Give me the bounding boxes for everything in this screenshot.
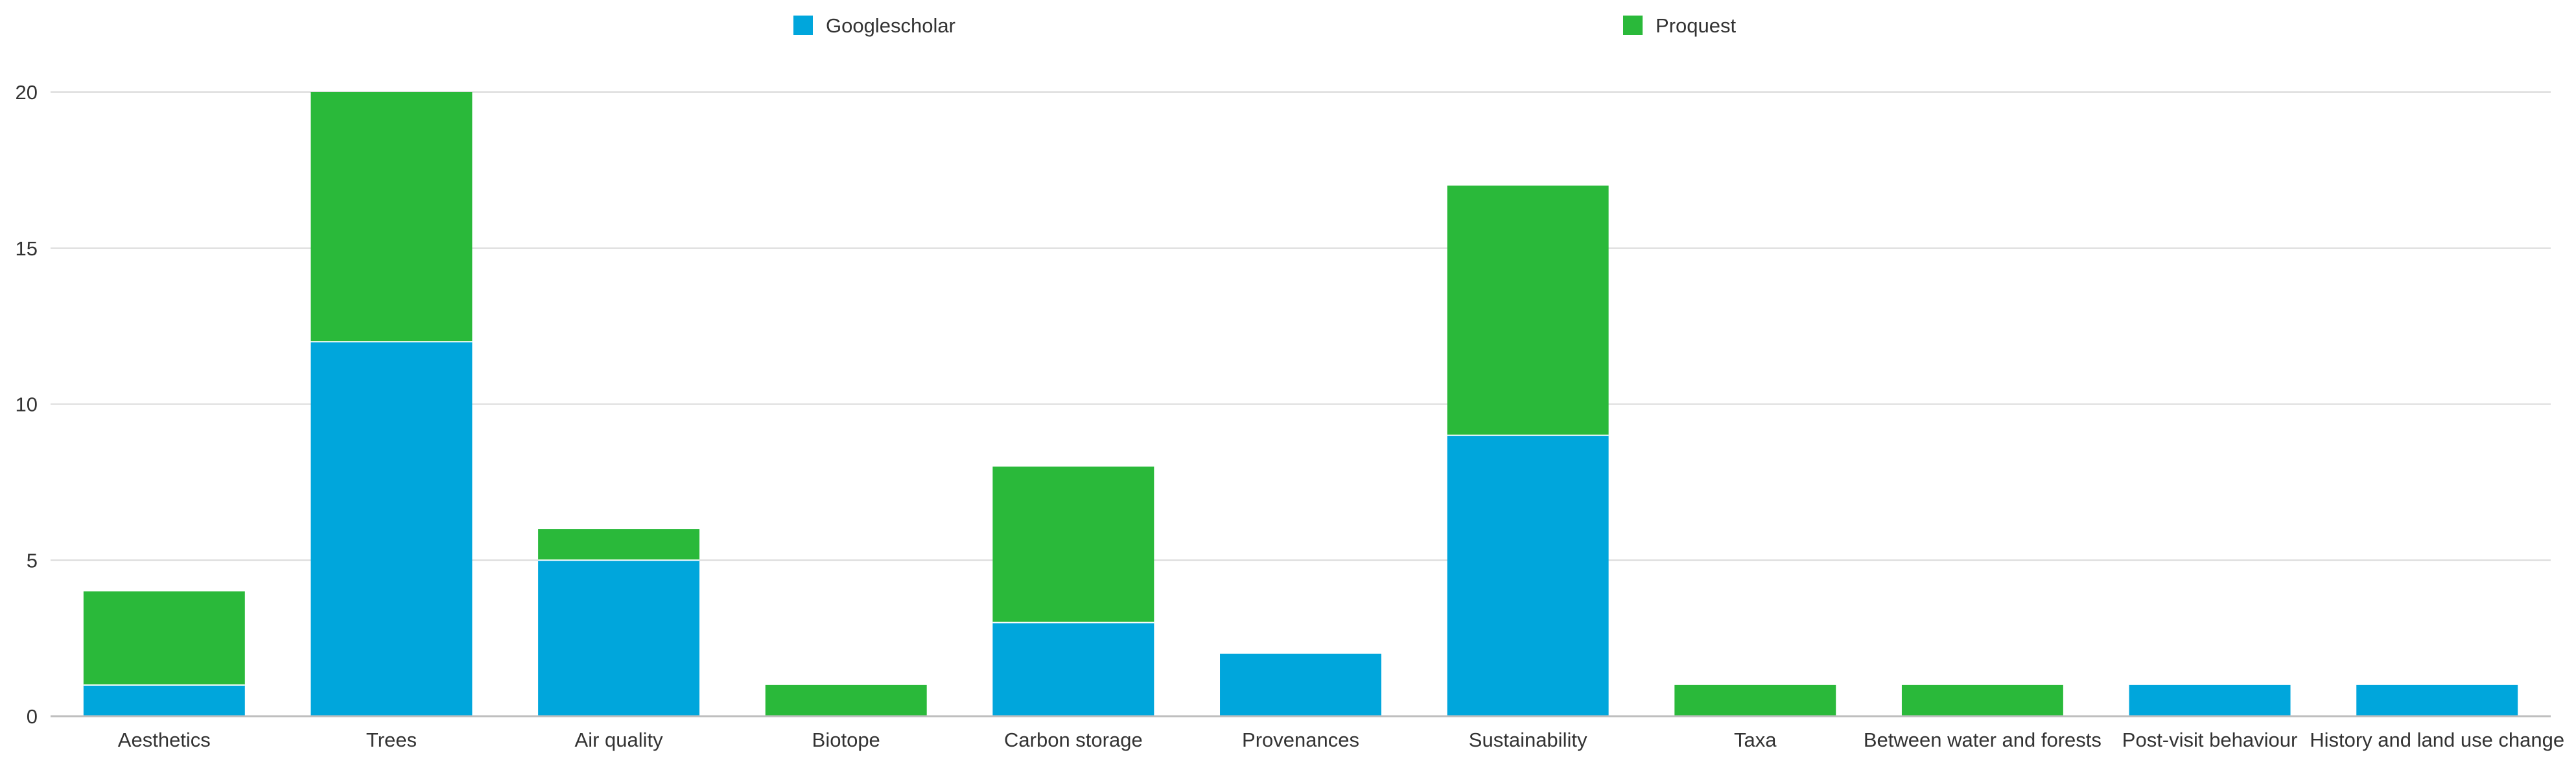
x-tick-label: Trees [366,729,417,751]
bars-layer [83,92,2518,716]
legend-label: Proquest [1656,14,1736,37]
bar-proquest-trees[interactable] [310,92,473,342]
bar-googlescholar-trees[interactable] [310,342,473,716]
x-tick-label: Biotope [812,729,880,751]
x-tick-label: Post-visit behaviour [2122,729,2298,751]
x-tick-label: Carbon storage [1004,729,1143,751]
legend-swatch [793,16,813,35]
bar-proquest-biotope[interactable] [765,684,927,716]
legend-item-proquest[interactable]: Proquest [1623,14,1736,37]
legend-swatch [1623,16,1643,35]
bar-proquest-air-quality[interactable] [538,529,700,561]
x-tick-label: Sustainability [1469,729,1587,751]
bar-googlescholar-history-and-land-use-change[interactable] [2356,684,2518,716]
bar-proquest-carbon-storage[interactable] [992,466,1154,623]
bar-googlescholar-post-visit-behaviour[interactable] [2129,684,2291,716]
bar-googlescholar-provenances[interactable] [1220,653,1381,716]
y-tick-label: 15 [16,237,38,260]
x-tick-label: History and land use change [2310,729,2564,751]
bar-proquest-taxa[interactable] [1674,684,1836,716]
bar-googlescholar-aesthetics[interactable] [83,684,245,716]
bar-googlescholar-air-quality[interactable] [538,560,700,716]
y-tick-label: 0 [27,705,38,728]
legend-item-googlescholar[interactable]: Googlescholar [793,14,955,37]
y-tick-label: 20 [16,81,38,104]
legend[interactable]: Googlescholar Proquest [793,14,1736,37]
axis-layer: 0 5 10 15 20 Aesthetics Trees Air quality Biotop… [16,81,2565,751]
y-tick-label: 5 [27,549,38,572]
bar-googlescholar-carbon-storage[interactable] [992,622,1154,716]
bar-proquest-between-water-and-forests[interactable] [1901,684,2063,716]
x-tick-label: Air quality [575,729,664,751]
x-tick-label: Between water and forests [1864,729,2102,751]
bar-googlescholar-sustainability[interactable] [1447,435,1609,716]
x-tick-label: Aesthetics [118,729,211,751]
legend-label: Googlescholar [826,14,955,37]
x-tick-label: Taxa [1734,729,1777,751]
bar-proquest-aesthetics[interactable] [83,591,245,685]
y-tick-label: 10 [16,393,38,416]
x-tick-label: Provenances [1242,729,1359,751]
bar-proquest-sustainability[interactable] [1447,185,1609,436]
